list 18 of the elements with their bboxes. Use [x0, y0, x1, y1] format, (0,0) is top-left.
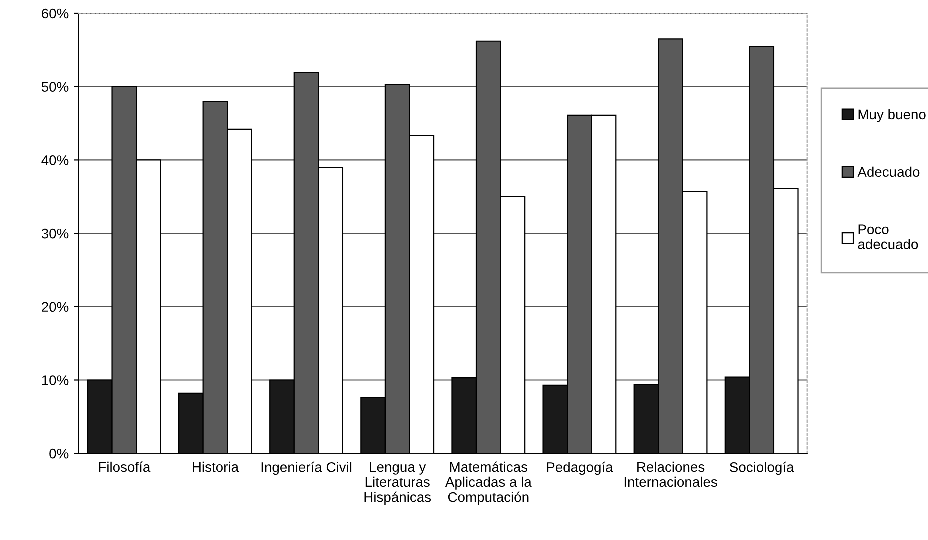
x-tick-label: Lengua y Literaturas Hispánicas	[364, 462, 432, 505]
x-tick-label: Matemáticas Aplicadas a la Computación	[445, 462, 532, 505]
x-tick-label: Historia	[193, 462, 240, 472]
y-tick-label: 0%	[50, 448, 69, 459]
y-tick-label: 50%	[42, 82, 69, 92]
legend-label: Poco adecuado	[858, 224, 918, 250]
x-tick-label: Ingeniería Civil	[262, 462, 352, 476]
legend-label: Muy bueno	[858, 109, 926, 122]
y-tick-label: 10%	[42, 376, 69, 386]
legend-label: Adecuado	[858, 166, 920, 178]
y-tick-label: 40%	[42, 156, 69, 166]
y-tick-label: 30%	[42, 228, 69, 239]
y-tick-label: 60%	[42, 8, 69, 19]
x-tick-label: Sociología	[730, 462, 794, 476]
x-tick-label: Pedagogía	[547, 462, 614, 476]
x-tick-label: Filosofía	[99, 462, 151, 472]
x-tick-label: Relaciones Internacionales	[624, 462, 718, 488]
y-tick-label: 20%	[42, 302, 69, 312]
